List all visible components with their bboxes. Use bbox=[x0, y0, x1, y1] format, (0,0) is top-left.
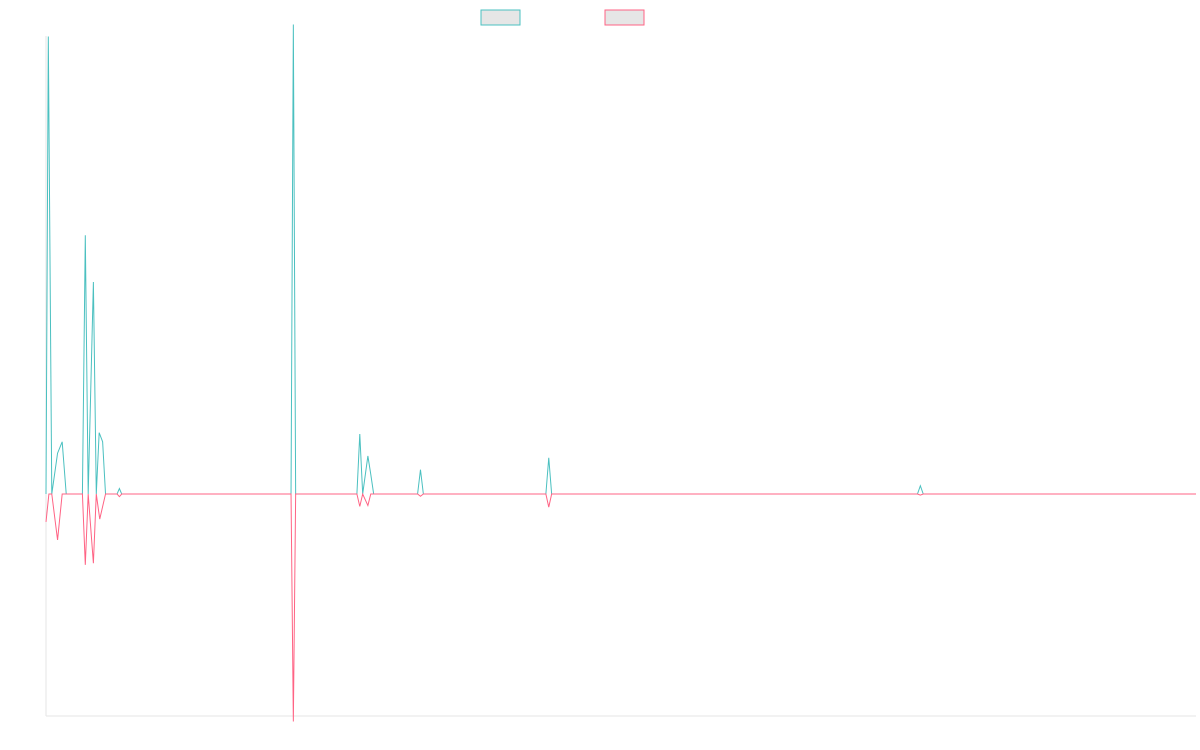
series-line-series-a bbox=[45, 24, 1196, 495]
series-line-series-b bbox=[45, 492, 1196, 722]
plot-area bbox=[45, 24, 1196, 722]
legend bbox=[480, 9, 645, 26]
legend-swatch-series-a[interactable] bbox=[480, 9, 521, 26]
legend-swatch-series-b[interactable] bbox=[604, 9, 645, 26]
axes bbox=[45, 36, 1196, 717]
